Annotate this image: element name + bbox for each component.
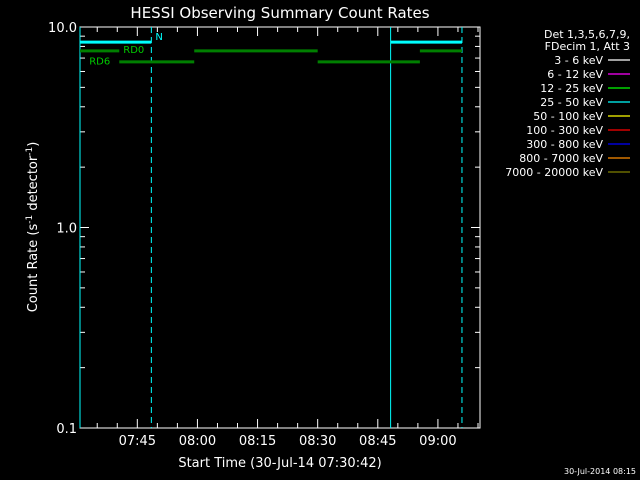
y-tick-label: 1.0 — [56, 222, 77, 237]
legend-entry-label: 6 - 12 keV — [547, 68, 603, 81]
x-axis-label: Start Time (30-Jul-14 07:30:42) — [178, 456, 381, 471]
legend-entry-label: 50 - 100 keV — [533, 110, 603, 123]
y-axis-label: Count Rate (s-1 detector-1) — [25, 142, 41, 313]
annotation-label: RD0 — [123, 45, 144, 56]
x-tick-label: 08:00 — [179, 434, 216, 449]
footer-timestamp: 30-Jul-2014 08:15 — [564, 467, 636, 476]
attenuator-bars — [80, 40, 462, 64]
y-label-end: ) — [26, 142, 41, 147]
x-tick-label: 08:45 — [359, 434, 396, 449]
legend: Det 1,3,5,6,7,9,FDecim 1, Att 33 - 6 keV… — [505, 28, 630, 179]
legend-header-line: FDecim 1, Att 3 — [545, 40, 630, 53]
legend-entry-label: 12 - 25 keV — [540, 82, 603, 95]
y-label-main: Count Rate (s — [26, 224, 41, 313]
x-tick-label: 09:00 — [419, 434, 456, 449]
y-axis-ticks: 0.1 1.0 10.0 — [48, 21, 480, 437]
annotations: N RD0 RD6 — [89, 32, 163, 67]
annotation-label: RD6 — [89, 57, 110, 68]
x-tick-label: 08:30 — [299, 434, 336, 449]
legend-entry-label: 7000 - 20000 keV — [505, 166, 603, 179]
annotation-label: N — [155, 32, 162, 43]
legend-entry-label: 25 - 50 keV — [540, 96, 603, 109]
x-tick-label: 07:45 — [119, 434, 156, 449]
legend-header-line: Det 1,3,5,6,7,9, — [544, 28, 630, 41]
y-tick-label: 0.1 — [56, 422, 77, 437]
x-axis-ticks: 07:45 08:00 08:15 08:30 08:45 09:00 — [96, 27, 479, 449]
legend-entry-label: 800 - 7000 keV — [519, 152, 603, 165]
y-label-sup1: -1 — [25, 215, 35, 224]
legend-entry-label: 100 - 300 keV — [526, 124, 603, 137]
y-label-sup2: -1 — [25, 147, 35, 156]
time-markers — [79, 27, 463, 428]
legend-entry-label: 3 - 6 keV — [554, 54, 603, 67]
x-tick-label: 08:15 — [239, 434, 276, 449]
y-tick-label: 10.0 — [48, 21, 77, 36]
chart-title: HESSI Observing Summary Count Rates — [130, 4, 429, 22]
legend-entry-label: 300 - 800 keV — [526, 138, 603, 151]
y-label-mid: detector — [26, 155, 41, 215]
